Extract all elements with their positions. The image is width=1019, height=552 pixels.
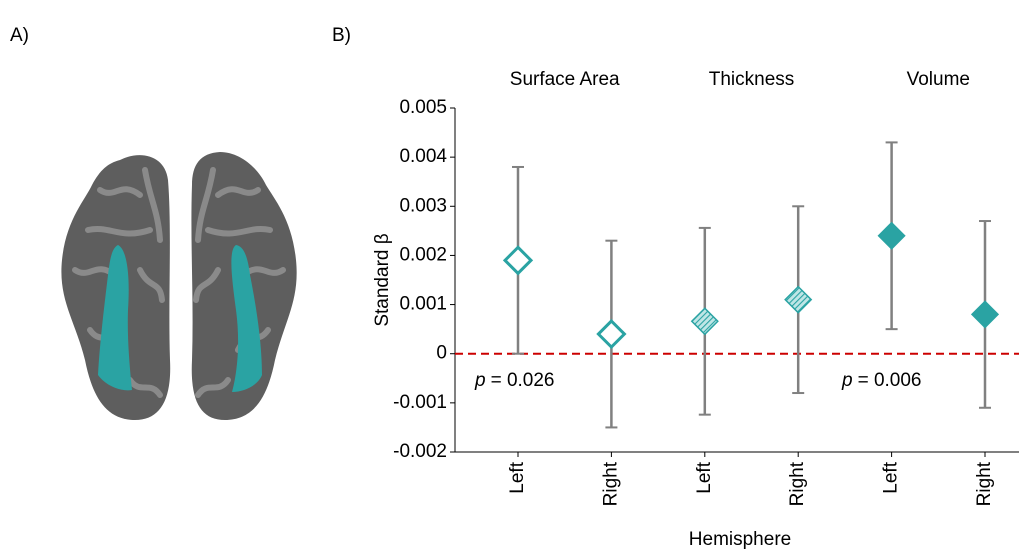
y-tick-label: 0.002 bbox=[399, 244, 447, 265]
marker bbox=[596, 318, 627, 350]
marker bbox=[877, 221, 906, 250]
panel-label: A) bbox=[10, 25, 29, 46]
group-title: Surface Area bbox=[510, 69, 620, 90]
y-tick-label: -0.002 bbox=[393, 441, 447, 462]
group-title: Volume bbox=[907, 69, 970, 90]
marker bbox=[690, 307, 719, 336]
annotation-italic: p bbox=[841, 370, 853, 391]
marker bbox=[970, 300, 1000, 329]
annotation-text: = 0.026 bbox=[491, 370, 555, 391]
x-axis-label: Hemisphere bbox=[689, 529, 791, 550]
annotation: p = 0.006 bbox=[841, 370, 922, 391]
x-tick-label: Left bbox=[507, 461, 528, 493]
marker bbox=[784, 285, 813, 314]
annotation-text: = 0.006 bbox=[858, 370, 922, 391]
brain-image bbox=[61, 152, 297, 421]
y-tick-label: 0.005 bbox=[399, 97, 447, 118]
y-tick-label: 0.001 bbox=[399, 294, 447, 315]
y-axis-label: Standard β bbox=[372, 233, 393, 326]
annotation-italic: p bbox=[474, 370, 486, 391]
x-tick-label: Right bbox=[787, 461, 808, 506]
y-tick-label: 0.003 bbox=[399, 195, 447, 216]
annotation: p = 0.026 bbox=[474, 370, 555, 391]
y-tick-label: 0.004 bbox=[399, 146, 447, 167]
marker bbox=[502, 245, 534, 276]
panel-label: B) bbox=[332, 25, 351, 46]
x-tick-label: Left bbox=[881, 461, 902, 493]
y-tick-label: 0 bbox=[436, 343, 447, 364]
group-title: Thickness bbox=[709, 69, 795, 90]
y-tick-label: -0.001 bbox=[393, 392, 447, 413]
x-tick-label: Right bbox=[974, 461, 995, 506]
x-tick-label: Right bbox=[600, 461, 621, 506]
x-tick-label: Left bbox=[694, 461, 715, 493]
